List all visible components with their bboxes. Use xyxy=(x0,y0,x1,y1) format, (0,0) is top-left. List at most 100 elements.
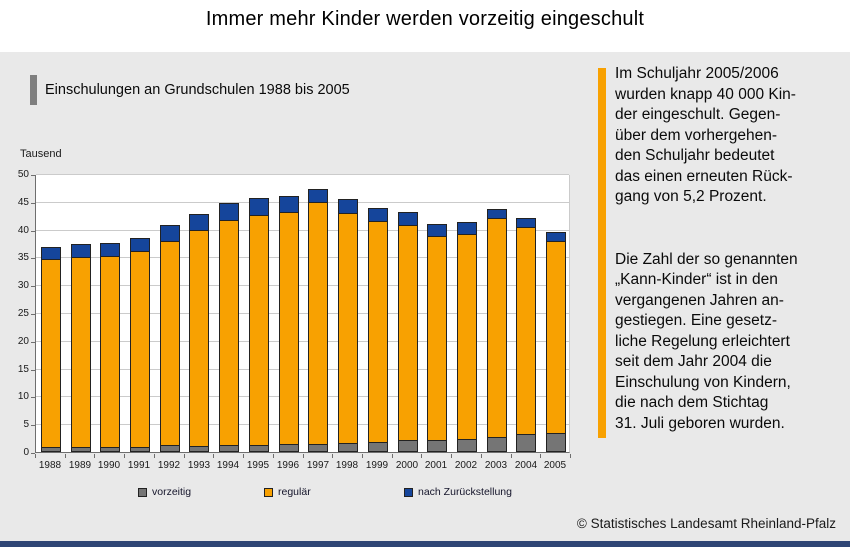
x-axis-label-2004: 2004 xyxy=(514,460,538,471)
bar-segment-vorzeitig-1992 xyxy=(160,445,180,452)
x-axis-label-1995: 1995 xyxy=(246,460,270,471)
gridline-50 xyxy=(36,174,569,175)
bar-segment-vorzeitig-2005 xyxy=(546,433,566,452)
x-axis-tick-3 xyxy=(124,454,125,458)
y-axis-label-50: 50 xyxy=(17,169,29,180)
bar-segment-vorzeitig-1996 xyxy=(279,444,299,452)
gridline-30 xyxy=(36,285,569,286)
legend-swatch-regulaer xyxy=(264,487,273,497)
x-axis-label-1992: 1992 xyxy=(157,460,181,471)
y-axis-tick-30 xyxy=(31,286,35,287)
gridline-20 xyxy=(36,341,569,342)
x-axis-tick-2 xyxy=(94,454,95,458)
bar-segment-regulär-1997 xyxy=(308,202,328,445)
bar-segment-regulär-2002 xyxy=(457,234,477,440)
y-axis-label-45: 45 xyxy=(17,197,29,208)
bar-segment-regulär-2000 xyxy=(398,225,418,441)
x-axis-label-1991: 1991 xyxy=(127,460,151,471)
bar-segment-nach-Zurückstellung-1992 xyxy=(160,225,180,242)
bar-segment-nach-Zurückstellung-1996 xyxy=(279,196,299,213)
bar-segment-nach-Zurückstellung-1991 xyxy=(130,238,150,252)
x-axis-label-1989: 1989 xyxy=(68,460,92,471)
x-axis-tick-11 xyxy=(362,454,363,458)
x-axis-tick-5 xyxy=(184,454,185,458)
y-axis-label-5: 5 xyxy=(23,419,29,430)
y-axis-label-20: 20 xyxy=(17,336,29,347)
sidebar-paragraph-2: Die Zahl der so genannten „Kann-Kinder“ … xyxy=(615,250,798,432)
bar-segment-regulär-2005 xyxy=(546,241,566,434)
bar-segment-vorzeitig-2002 xyxy=(457,439,477,452)
bar-segment-nach-Zurückstellung-1998 xyxy=(338,199,358,214)
bar-segment-vorzeitig-1995 xyxy=(249,445,269,452)
legend-label-regulaer: regulär xyxy=(278,486,311,498)
x-axis-label-1994: 1994 xyxy=(216,460,240,471)
gridline-35 xyxy=(36,257,569,258)
y-axis-tick-45 xyxy=(31,203,35,204)
bar-segment-regulär-2003 xyxy=(487,218,507,438)
bar-segment-regulär-2004 xyxy=(516,227,536,435)
bar-segment-regulär-1995 xyxy=(249,215,269,446)
legend-item-vorzeitig: vorzeitig xyxy=(138,486,191,498)
x-axis-tick-9 xyxy=(303,454,304,458)
x-axis-label-2002: 2002 xyxy=(454,460,478,471)
legend-item-nach-zurueckstellung: nach Zurückstellung xyxy=(404,486,512,498)
x-axis-label-1998: 1998 xyxy=(335,460,359,471)
y-axis-tick-10 xyxy=(31,397,35,398)
gridline-10 xyxy=(36,396,569,397)
bar-segment-nach-Zurückstellung-2000 xyxy=(398,212,418,226)
bar-segment-nach-Zurückstellung-1997 xyxy=(308,189,328,203)
x-axis-label-1990: 1990 xyxy=(97,460,121,471)
sidebar-annotation-text: Im Schuljahr 2005/2006 wurden knapp 40 0… xyxy=(615,64,843,434)
legend-label-nach-zurueckstellung: nach Zurückstellung xyxy=(418,486,512,498)
bar-segment-vorzeitig-2001 xyxy=(427,440,447,452)
bar-segment-vorzeitig-2004 xyxy=(516,434,536,452)
y-axis-tick-50 xyxy=(31,175,35,176)
bar-segment-regulär-1998 xyxy=(338,213,358,444)
bottom-accent-bar xyxy=(0,541,850,547)
x-axis-tick-7 xyxy=(243,454,244,458)
x-axis-tick-14 xyxy=(451,454,452,458)
x-axis-tick-18 xyxy=(570,454,571,458)
x-axis-label-1993: 1993 xyxy=(187,460,211,471)
bar-segment-vorzeitig-2003 xyxy=(487,437,507,452)
legend-item-regulaer: regulär xyxy=(264,486,311,498)
y-axis-tick-5 xyxy=(31,425,35,426)
x-axis-tick-16 xyxy=(511,454,512,458)
x-axis-tick-8 xyxy=(273,454,274,458)
x-axis-tick-12 xyxy=(392,454,393,458)
bar-segment-vorzeitig-1997 xyxy=(308,444,328,452)
bar-segment-nach-Zurückstellung-1989 xyxy=(71,244,91,258)
y-axis-label-35: 35 xyxy=(17,252,29,263)
y-axis-label-10: 10 xyxy=(17,391,29,402)
copyright-footer: © Statistisches Landesamt Rheinland-Pfal… xyxy=(576,516,836,531)
x-axis-tick-6 xyxy=(213,454,214,458)
bar-segment-regulär-1994 xyxy=(219,220,239,446)
bar-segment-regulär-1990 xyxy=(100,256,120,448)
x-axis-label-1999: 1999 xyxy=(365,460,389,471)
bar-segment-nach-Zurückstellung-1999 xyxy=(368,208,388,222)
x-axis-tick-10 xyxy=(332,454,333,458)
bar-segment-nach-Zurückstellung-1993 xyxy=(189,214,209,231)
gridline-5 xyxy=(36,424,569,425)
legend-swatch-nach-zurueckstellung xyxy=(404,487,413,497)
gridline-15 xyxy=(36,369,569,370)
bar-segment-regulär-1993 xyxy=(189,230,209,447)
bar-segment-nach-Zurückstellung-1988 xyxy=(41,247,61,260)
chart-subtitle: Einschulungen an Grundschulen 1988 bis 2… xyxy=(45,82,350,98)
bar-segment-vorzeitig-1994 xyxy=(219,445,239,452)
y-axis-label-0: 0 xyxy=(23,447,29,458)
x-axis-label-2003: 2003 xyxy=(484,460,508,471)
bar-segment-nach-Zurückstellung-2001 xyxy=(427,224,447,237)
bar-segment-regulär-1992 xyxy=(160,241,180,446)
legend-swatch-vorzeitig xyxy=(138,487,147,497)
x-axis-tick-1 xyxy=(65,454,66,458)
bar-segment-nach-Zurückstellung-1995 xyxy=(249,198,269,216)
gridline-45 xyxy=(36,202,569,203)
y-axis-label-40: 40 xyxy=(17,225,29,236)
y-axis-tick-40 xyxy=(31,231,35,232)
page-title: Immer mehr Kinder werden vorzeitig einge… xyxy=(205,8,645,30)
x-axis-tick-17 xyxy=(540,454,541,458)
x-axis-label-2001: 2001 xyxy=(424,460,448,471)
bar-segment-regulär-2001 xyxy=(427,236,447,441)
bar-segment-regulär-1988 xyxy=(41,259,61,448)
